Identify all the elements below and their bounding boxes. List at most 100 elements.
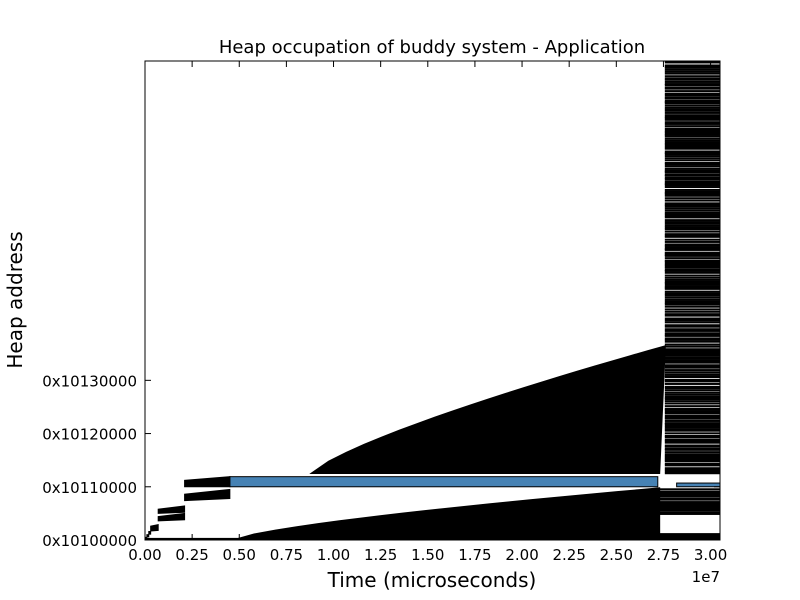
stripe-line <box>664 467 720 470</box>
stripe-line <box>664 155 720 158</box>
stripe-line <box>664 188 720 191</box>
stripe-line <box>664 357 720 360</box>
stripe-line <box>664 75 720 78</box>
stripe-line <box>664 77 720 80</box>
stripe-line <box>664 274 720 277</box>
stripe-line <box>664 389 720 392</box>
stripe-line <box>664 202 720 205</box>
x-tick-label: 2.50 <box>600 546 633 564</box>
stripe-line <box>664 169 720 172</box>
x-tick-label: 2.25 <box>552 546 585 564</box>
stripe-line <box>664 310 720 313</box>
stripe-line <box>664 203 720 206</box>
stripe-line <box>664 253 720 256</box>
stripe-line <box>664 359 720 362</box>
stripe-line <box>664 444 720 447</box>
stripe-line <box>664 194 720 197</box>
stripe-line <box>664 343 720 346</box>
y-axis: 0x10100000 0x10110000 0x10120000 0x10130000 <box>42 372 720 550</box>
stripe-line <box>664 207 720 210</box>
stripe-line <box>664 283 720 286</box>
stripe-line <box>664 333 720 336</box>
stripe-line <box>664 434 720 437</box>
stripe-line <box>664 78 720 81</box>
stripe-line <box>664 150 720 153</box>
stripe-line <box>664 314 720 317</box>
stripe-line <box>664 83 720 86</box>
stripe-line <box>664 230 720 233</box>
stripe-line <box>664 303 720 306</box>
stripe-block <box>659 501 720 507</box>
stripe-line <box>664 451 720 454</box>
stripe-line <box>664 64 720 67</box>
x-tick-label: 3.00 <box>694 546 727 564</box>
stripe-line <box>664 106 720 109</box>
x-tick-label: 2.00 <box>505 546 538 564</box>
stripe-line <box>664 332 720 335</box>
upper-occupied-region <box>309 345 666 474</box>
lower-occupied-region <box>232 487 661 540</box>
stripe-line <box>664 248 720 251</box>
stripe-line <box>664 265 720 268</box>
stripe-line <box>664 86 720 89</box>
stripe-line <box>664 72 720 75</box>
stripe-line <box>664 319 720 322</box>
stripe-line <box>664 271 720 274</box>
stripe-line <box>664 122 720 125</box>
stripe-line <box>664 109 720 112</box>
early-block <box>150 523 159 532</box>
stripe-line <box>664 438 720 441</box>
stripe-line <box>664 141 720 144</box>
stripe-line <box>664 407 720 410</box>
x-tick-label: 1.25 <box>364 546 397 564</box>
allocation-blocks <box>145 61 720 540</box>
y-axis-label: Heap address <box>3 231 27 368</box>
stripe-line <box>664 268 720 271</box>
stripe-line <box>664 405 720 408</box>
stripe-line <box>664 139 720 142</box>
stripe-line <box>664 125 720 128</box>
stripe-line <box>664 453 720 456</box>
stripe-line <box>664 300 720 303</box>
stripe-line <box>664 186 720 189</box>
stripe-line <box>664 424 720 427</box>
early-block <box>184 488 231 502</box>
stripe-line <box>659 490 720 493</box>
stripe-line <box>664 422 720 425</box>
stripe-line <box>664 173 720 176</box>
stripe-line <box>664 127 720 130</box>
early-block <box>157 512 186 522</box>
stripe-line <box>664 94 720 97</box>
x-axis-label: Time (microseconds) <box>327 568 537 592</box>
stripe-line <box>664 190 720 193</box>
stripe-line <box>664 380 720 383</box>
stripe-line <box>659 488 720 491</box>
stripe-line <box>664 378 720 381</box>
stripe-line <box>664 70 720 73</box>
plot-area <box>144 60 721 541</box>
stripe-line <box>664 285 720 288</box>
stripe-line <box>664 131 720 134</box>
stripe-line <box>664 181 720 184</box>
stripe-line <box>664 96 720 99</box>
stripe-line <box>664 356 720 359</box>
stripe-line <box>664 144 720 147</box>
stripe-line <box>664 276 720 279</box>
stripe-line <box>664 454 720 457</box>
x-tick-label: 0.00 <box>128 546 161 564</box>
stripe-line <box>664 301 720 304</box>
stripe-line <box>664 118 720 121</box>
stripe-line <box>664 345 720 348</box>
stripe-block <box>659 511 720 515</box>
stripe-line <box>664 111 720 114</box>
stripe-line <box>664 137 720 140</box>
stripe-line <box>664 108 720 111</box>
stripe-line <box>664 296 720 299</box>
stripe-line <box>664 397 720 400</box>
stripe-line <box>664 325 720 328</box>
x-axis-offset-label: 1e7 <box>692 568 720 586</box>
stripe-line <box>664 391 720 394</box>
y-tick-label: 0x10110000 <box>42 479 137 497</box>
stripe-line <box>664 426 720 429</box>
